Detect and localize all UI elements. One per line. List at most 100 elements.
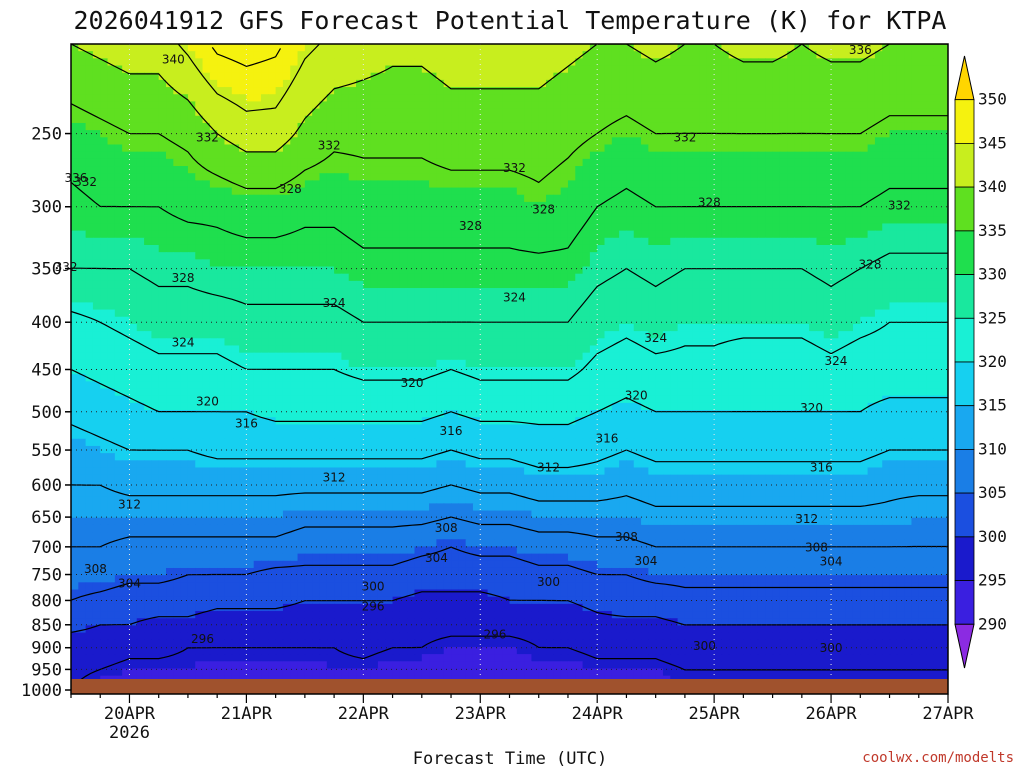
heat-cell	[736, 273, 744, 282]
heat-cell	[706, 194, 715, 203]
heat-cell	[757, 173, 766, 181]
heat-cell	[414, 230, 423, 239]
heat-cell	[787, 252, 796, 260]
heat-cell	[728, 194, 737, 203]
heat-cell	[874, 180, 883, 189]
heat-cell	[370, 166, 379, 174]
heat-cell	[619, 122, 628, 131]
heat-cell	[399, 101, 408, 110]
heat-cell	[158, 273, 167, 282]
heat-cell	[334, 266, 343, 275]
heat-cell	[136, 323, 145, 332]
heat-cell	[363, 230, 372, 239]
heat-cell	[363, 65, 372, 74]
heat-cell	[429, 302, 438, 311]
heat-cell	[392, 244, 401, 253]
heat-cell	[107, 237, 116, 246]
heat-cell	[472, 137, 481, 146]
heat-cell	[71, 209, 79, 217]
heat-cell	[144, 51, 152, 59]
heat-cell	[326, 173, 335, 181]
heat-cell	[787, 309, 796, 318]
heat-cell	[889, 137, 898, 146]
heat-cell	[187, 252, 196, 260]
heat-cell	[509, 44, 518, 52]
heat-cell	[882, 58, 891, 67]
heat-cell	[648, 223, 657, 232]
heat-cell	[494, 288, 503, 296]
heat-cell	[757, 72, 766, 81]
heat-cell	[129, 187, 138, 196]
heat-cell	[341, 259, 350, 268]
heat-cell	[831, 122, 839, 131]
heat-cell	[721, 237, 730, 246]
heat-cell	[458, 280, 467, 289]
heat-cell	[414, 158, 423, 167]
heat-cell	[538, 72, 547, 81]
heat-cell	[122, 201, 131, 210]
heat-cell	[575, 180, 584, 189]
heat-cell	[480, 331, 489, 339]
heat-cell	[187, 44, 196, 52]
heat-cell	[122, 87, 131, 95]
heat-cell	[757, 65, 766, 74]
heat-cell	[882, 158, 891, 167]
heat-cell	[297, 223, 306, 232]
heat-cell	[560, 280, 569, 289]
heat-cell	[692, 101, 701, 110]
heat-cell	[743, 309, 752, 318]
heat-cell	[816, 72, 825, 81]
heat-cell	[736, 173, 744, 181]
heat-cell	[480, 122, 489, 131]
heat-cell	[538, 302, 547, 311]
heat-cell	[889, 230, 898, 239]
heat-cell	[166, 108, 174, 117]
heat-cell	[538, 338, 547, 347]
heat-cell	[326, 108, 335, 117]
heat-cell	[407, 166, 416, 174]
heat-cell	[275, 72, 284, 81]
heat-cell	[370, 101, 379, 110]
heat-cell	[633, 94, 642, 103]
heat-cell	[896, 51, 905, 59]
heat-cell	[575, 187, 584, 196]
heat-cell	[801, 280, 810, 289]
heat-cell	[158, 302, 167, 311]
heat-cell	[261, 223, 269, 232]
heat-cell	[779, 194, 788, 203]
heat-cell	[348, 216, 357, 225]
heat-cell	[823, 166, 832, 174]
heat-cell	[604, 201, 613, 210]
heat-cell	[560, 144, 569, 153]
heat-cell	[714, 230, 723, 239]
heat-cell	[370, 122, 379, 131]
heat-cell	[816, 115, 825, 124]
heat-cell	[874, 130, 883, 138]
heat-cell	[297, 72, 306, 81]
heat-cell	[392, 252, 401, 260]
heat-cell	[589, 237, 598, 246]
heat-cell	[926, 101, 934, 110]
heat-cell	[597, 115, 606, 124]
heat-cell	[655, 252, 664, 260]
heat-cell	[794, 244, 803, 253]
heat-cell	[407, 137, 416, 146]
heat-cell	[275, 130, 284, 138]
heat-cell	[275, 187, 284, 196]
heat-cell	[158, 288, 167, 296]
heat-cell	[779, 101, 788, 110]
heat-cell	[648, 201, 657, 210]
heat-cell	[626, 144, 635, 153]
heat-cell	[772, 244, 781, 253]
heat-cell	[370, 79, 379, 88]
heat-cell	[436, 237, 445, 246]
heat-cell	[92, 65, 101, 74]
heat-cell	[757, 151, 766, 160]
heat-cell	[253, 209, 262, 217]
heat-cell	[560, 309, 569, 318]
heat-cell	[546, 87, 554, 95]
heat-cell	[889, 201, 898, 210]
heat-cell	[282, 323, 291, 332]
heat-cell	[282, 158, 291, 167]
heat-cell	[933, 115, 942, 124]
